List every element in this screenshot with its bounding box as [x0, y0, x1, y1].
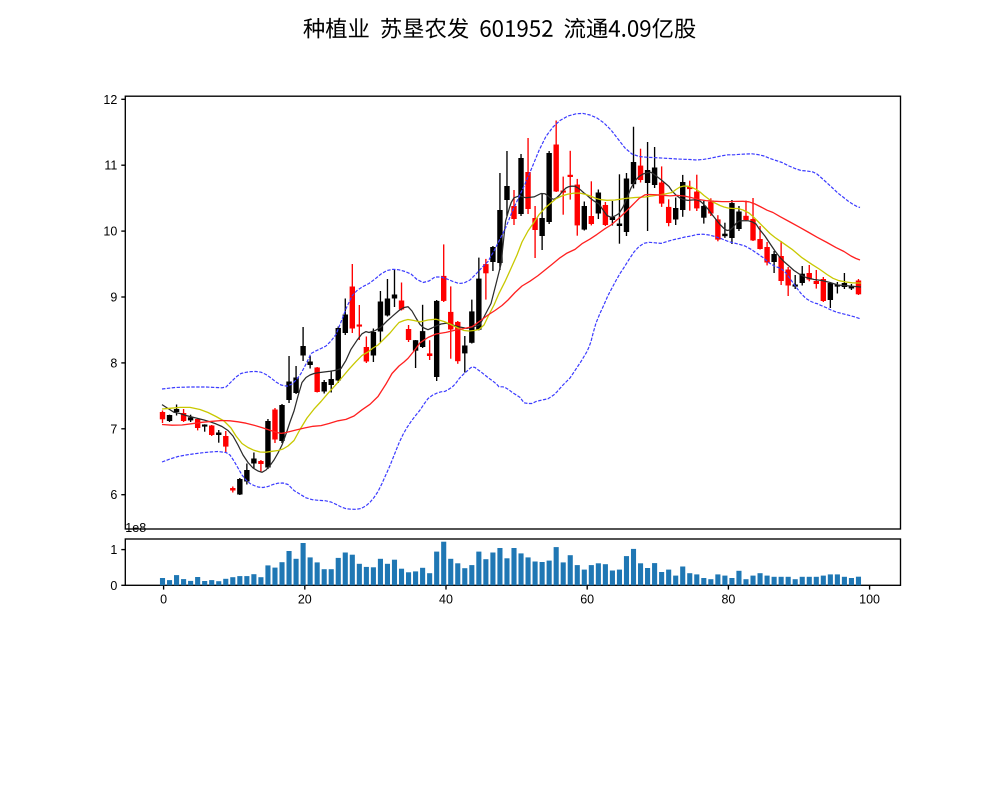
- svg-text:20: 20: [298, 593, 312, 607]
- svg-text:80: 80: [721, 593, 735, 607]
- svg-text:0: 0: [110, 579, 117, 593]
- svg-text:7: 7: [110, 422, 117, 436]
- svg-text:1: 1: [110, 543, 117, 557]
- svg-text:11: 11: [104, 159, 117, 173]
- svg-text:8: 8: [110, 356, 117, 370]
- svg-text:12: 12: [103, 93, 117, 107]
- svg-text:60: 60: [580, 593, 594, 607]
- svg-text:10: 10: [103, 225, 117, 239]
- svg-text:0: 0: [160, 593, 167, 607]
- svg-text:9: 9: [110, 291, 117, 305]
- svg-text:1e8: 1e8: [125, 521, 146, 535]
- svg-text:100: 100: [859, 593, 880, 607]
- svg-text:40: 40: [439, 593, 453, 607]
- svg-text:6: 6: [110, 488, 117, 502]
